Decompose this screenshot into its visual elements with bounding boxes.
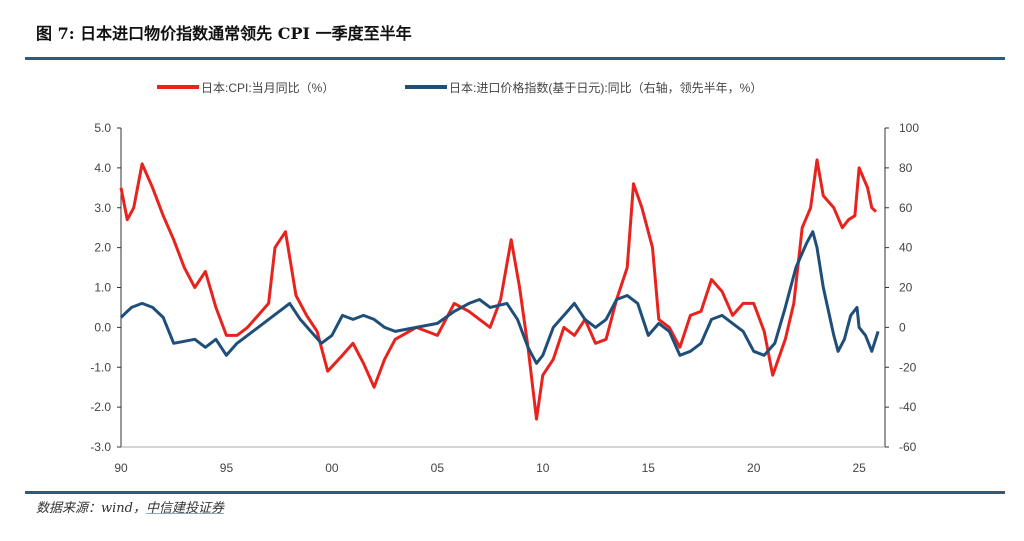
left-tick-label: 2.0 — [94, 241, 111, 255]
right-tick-label: -20 — [899, 360, 917, 374]
right-tick-label: -60 — [899, 440, 917, 454]
source-org: 中信建投证券 — [145, 501, 224, 516]
series-lines — [119, 158, 880, 421]
axes: 5.04.03.02.01.00.0-1.0-2.0-3.01008060402… — [90, 121, 919, 475]
left-tick-label: 5.0 — [94, 121, 111, 135]
bottom-divider — [25, 491, 1005, 494]
series-line-cpi — [119, 158, 878, 421]
x-tick-label: 90 — [114, 461, 128, 475]
x-tick-label: 05 — [431, 461, 445, 475]
legend-label: 日本:CPI:当月同比（%） — [201, 81, 334, 95]
left-tick-label: 0.0 — [94, 320, 111, 334]
top-divider — [25, 57, 1005, 60]
right-tick-label: 80 — [899, 161, 913, 175]
right-tick-label: 20 — [899, 281, 913, 295]
legend-label: 日本:进口价格指数(基于日元):同比（右轴，领先半年，%） — [449, 80, 762, 95]
left-tick-label: -2.0 — [90, 400, 111, 414]
x-tick-label: 25 — [852, 461, 866, 475]
left-tick-label: 4.0 — [94, 161, 111, 175]
right-tick-label: 0 — [899, 320, 906, 334]
source-note: 数据来源：wind，中信建投证券 — [36, 497, 224, 516]
x-tick-label: 95 — [220, 461, 234, 475]
right-tick-label: 40 — [899, 241, 913, 255]
x-tick-label: 15 — [642, 461, 656, 475]
left-tick-label: 1.0 — [94, 281, 111, 295]
x-tick-label: 10 — [536, 461, 550, 475]
page-title: 图 7: 日本进口物价指数通常领先 CPI 一季度至半年 — [36, 24, 412, 43]
right-tick-label: 100 — [899, 121, 919, 135]
source-prefix: 数据来源：wind， — [36, 501, 146, 516]
right-tick-label: -40 — [899, 400, 917, 414]
x-tick-label: 20 — [747, 461, 761, 475]
right-tick-label: 60 — [899, 201, 913, 215]
left-tick-label: -1.0 — [90, 360, 111, 374]
left-tick-label: 3.0 — [94, 201, 111, 215]
legend: 日本:CPI:当月同比（%） 日本:进口价格指数(基于日元):同比（右轴，领先半年… — [157, 80, 762, 95]
x-tick-label: 00 — [325, 461, 339, 475]
left-tick-label: -3.0 — [90, 440, 111, 454]
series-line-import-price — [119, 230, 880, 365]
